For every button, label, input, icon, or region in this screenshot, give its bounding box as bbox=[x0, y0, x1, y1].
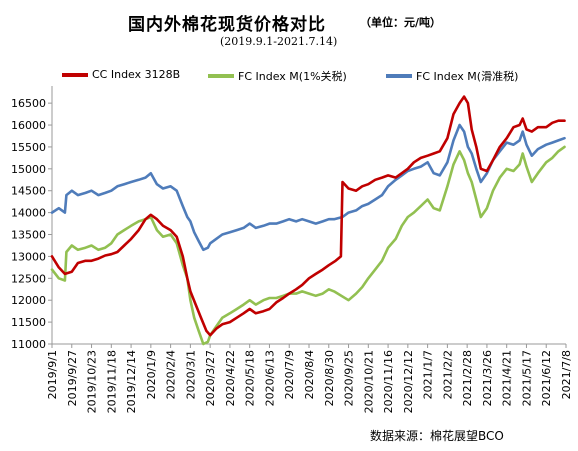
y-tick-label: 16500 bbox=[11, 97, 46, 110]
x-tick-label: 2020/8/4 bbox=[303, 350, 316, 399]
chart-title: 国内外棉花现货价格对比 bbox=[128, 15, 326, 35]
x-tick-label: 2021/4/21 bbox=[501, 350, 514, 406]
x-tick-label: 2020/3/1 bbox=[184, 350, 197, 399]
series-line-fc-index-1pct bbox=[50, 145, 566, 346]
legend-item-fc2: FC Index M(滑准税) bbox=[386, 68, 518, 84]
y-tick-label: 13500 bbox=[11, 229, 46, 242]
legend-label-fc2: FC Index M(滑准税) bbox=[416, 70, 519, 83]
y-tick-label: 13000 bbox=[11, 250, 46, 263]
x-tick-label: 2020/5/18 bbox=[244, 350, 257, 406]
x-tick-label: 2019/10/23 bbox=[86, 350, 99, 413]
chart-legend: CC Index 3128B FC Index M(1%关税) FC Index… bbox=[0, 68, 578, 88]
y-tick-label: 15500 bbox=[11, 141, 46, 154]
x-tick-label: 2021/3/26 bbox=[481, 350, 494, 406]
chart-unit: （单位：元/吨） bbox=[360, 16, 442, 29]
x-tick-label: 2020/1/9 bbox=[145, 350, 158, 399]
series-line-cc-index bbox=[50, 95, 566, 337]
x-tick-label: 2021/5/17 bbox=[520, 350, 533, 406]
x-tick-label: 2020/8/30 bbox=[323, 350, 336, 406]
legend-item-cc: CC Index 3128B bbox=[62, 68, 180, 81]
y-tick-label: 12000 bbox=[11, 294, 46, 307]
y-tick-label: 16000 bbox=[11, 119, 46, 132]
y-tick-label: 14000 bbox=[11, 207, 46, 220]
x-tick-label: 2021/7/8 bbox=[560, 350, 573, 399]
y-tick-label: 11000 bbox=[11, 338, 46, 351]
x-tick-label: 2019/11/18 bbox=[105, 350, 118, 413]
y-tick-label: 11500 bbox=[11, 316, 46, 329]
x-tick-label: 2020/9/25 bbox=[343, 350, 356, 406]
series-line-fc-index-sliding bbox=[50, 123, 566, 252]
legend-swatch-fc2 bbox=[386, 74, 412, 78]
x-tick-label: 2020/10/21 bbox=[362, 350, 375, 413]
source-note: 数据来源：棉花展望BCO bbox=[370, 429, 504, 443]
legend-item-fc1: FC Index M(1%关税) bbox=[208, 68, 347, 84]
x-tick-label: 2020/12/12 bbox=[402, 350, 415, 413]
x-tick-label: 2019/9/27 bbox=[66, 350, 79, 406]
legend-label-fc1: FC Index M(1%关税) bbox=[238, 70, 347, 83]
chart-header: 国内外棉花现货价格对比 （单位：元/吨） (2019.9.1-2021.7.14… bbox=[0, 8, 578, 58]
x-tick-label: 2020/4/22 bbox=[224, 350, 237, 406]
x-tick-label: 2020/3/27 bbox=[204, 350, 217, 406]
y-tick-label: 15000 bbox=[11, 163, 46, 176]
x-tick-label: 2020/11/16 bbox=[382, 350, 395, 413]
x-tick-label: 2020/6/13 bbox=[263, 350, 276, 406]
legend-label-cc: CC Index 3128B bbox=[92, 68, 181, 81]
x-tick-label: 2021/1/7 bbox=[422, 350, 435, 399]
x-tick-label: 2021/2/28 bbox=[461, 350, 474, 406]
x-tick-label: 2020/7/9 bbox=[283, 350, 296, 399]
y-tick-label: 12500 bbox=[11, 272, 46, 285]
legend-swatch-cc bbox=[62, 72, 88, 77]
x-tick-label: 2019/9/1 bbox=[46, 350, 59, 399]
chart-subtitle: (2019.9.1-2021.7.14) bbox=[220, 35, 338, 48]
y-tick-label: 14500 bbox=[11, 185, 46, 198]
legend-swatch-fc1 bbox=[208, 74, 234, 78]
x-tick-label: 2019/12/14 bbox=[125, 350, 138, 413]
x-tick-label: 2021/6/12 bbox=[540, 350, 553, 406]
x-tick-label: 2020/2/4 bbox=[165, 350, 178, 399]
x-tick-label: 2021/2/2 bbox=[441, 350, 454, 399]
